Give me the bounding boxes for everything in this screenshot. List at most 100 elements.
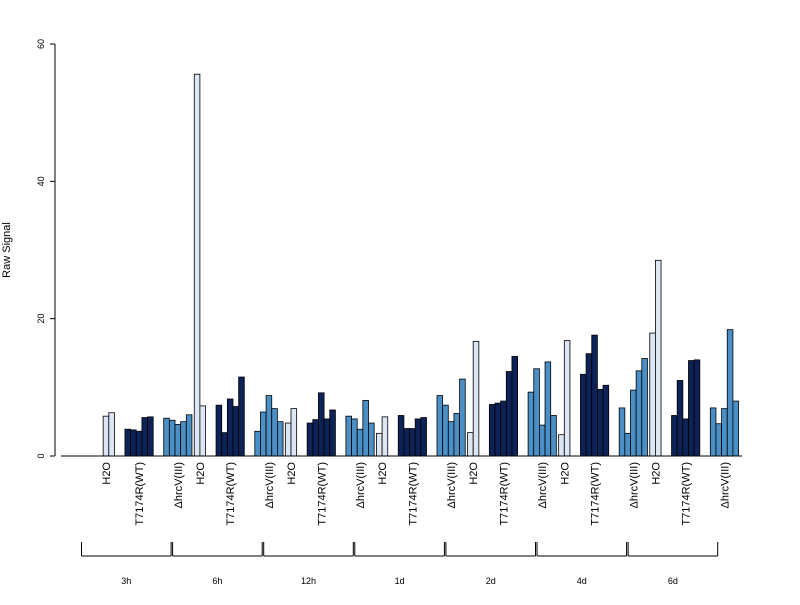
bar (494, 402, 502, 457)
bar (276, 421, 284, 457)
bar (284, 422, 292, 457)
y-tick-label: 20 (36, 314, 46, 324)
bar (533, 368, 540, 457)
bar (676, 380, 684, 457)
bar (323, 418, 331, 457)
y-tick-label: 0 (36, 453, 46, 458)
bar (447, 421, 455, 457)
bar (488, 404, 496, 457)
bar (693, 359, 701, 457)
bar (682, 418, 689, 457)
bar (221, 432, 228, 457)
group-label: T7174R(WT) (225, 462, 237, 526)
group-label: T7174R(WT) (134, 462, 146, 526)
bar (312, 419, 319, 457)
bar (688, 360, 695, 457)
bar (260, 411, 267, 457)
bar (409, 428, 416, 457)
bar (265, 395, 273, 457)
bar (168, 419, 176, 457)
timepoint-label: 3h (121, 576, 131, 586)
bar (732, 400, 739, 457)
bar (630, 389, 637, 457)
bar (368, 422, 375, 457)
bar (715, 423, 723, 457)
timepoint-label: 1d (395, 576, 405, 586)
bar (215, 404, 223, 457)
bar (141, 417, 148, 457)
bar (254, 430, 261, 457)
bar (232, 406, 240, 457)
group-label: T7174R(WT) (498, 462, 510, 526)
bar (130, 429, 137, 457)
bar (671, 415, 678, 457)
bar (580, 373, 587, 457)
bar (618, 407, 626, 457)
group-label: H2O (650, 462, 662, 485)
bar (635, 370, 643, 457)
bar (376, 432, 383, 457)
bar (550, 415, 557, 457)
bar (226, 398, 234, 457)
bar (505, 371, 513, 457)
y-tick-label: 40 (36, 176, 46, 186)
bar (290, 408, 298, 457)
group-label: H2O (195, 462, 207, 485)
timepoint-label: 6d (668, 576, 678, 586)
bars (102, 73, 739, 457)
bar (721, 408, 728, 457)
bar (436, 395, 444, 457)
bar (544, 361, 552, 457)
group-label: H2O (559, 462, 571, 485)
bar (472, 340, 480, 457)
y-axis: 0 20 40 60 (36, 39, 56, 459)
bar (135, 430, 143, 457)
bar (655, 259, 662, 457)
bar (199, 405, 206, 457)
group-label: H2O (377, 462, 389, 485)
bar (147, 416, 154, 457)
bar (397, 415, 405, 457)
bar (318, 392, 325, 457)
bar (563, 340, 571, 457)
bar (238, 376, 245, 457)
timepoint-label: 6h (212, 576, 222, 586)
group-label: T7174R(WT) (407, 462, 419, 526)
bar (351, 418, 358, 457)
bar (124, 428, 131, 457)
group-label: ΔhrcV(III) (355, 462, 367, 508)
y-tick-label: 60 (36, 39, 46, 49)
bar (271, 408, 278, 457)
bar (163, 417, 170, 457)
bar (442, 404, 449, 457)
group-labels: H2O T7174R(WT) ΔhrcV(III) H2O T7174R(WT) Δhrc… (101, 462, 731, 526)
bar (726, 329, 734, 457)
bar (527, 391, 535, 457)
group-label: H2O (286, 462, 298, 485)
bar (193, 73, 201, 457)
bar (108, 412, 115, 457)
bar (585, 353, 593, 457)
bar (624, 432, 631, 457)
group-label: ΔhrcV(III) (537, 462, 549, 508)
bar (180, 421, 187, 457)
bar (185, 414, 193, 457)
bar (345, 415, 352, 457)
bar (500, 400, 507, 457)
bar (329, 409, 336, 457)
bar (174, 424, 182, 457)
bar (591, 334, 598, 457)
timepoint-label: 2d (486, 576, 496, 586)
group-label: ΔhrcV(III) (446, 462, 458, 508)
bar (403, 428, 410, 457)
bar (641, 358, 648, 457)
bar (467, 432, 474, 457)
bar (362, 399, 369, 457)
timepoint-label: 4d (577, 576, 587, 586)
bar (539, 424, 546, 457)
bar (381, 416, 389, 457)
bar (414, 418, 422, 457)
bar (602, 384, 610, 457)
